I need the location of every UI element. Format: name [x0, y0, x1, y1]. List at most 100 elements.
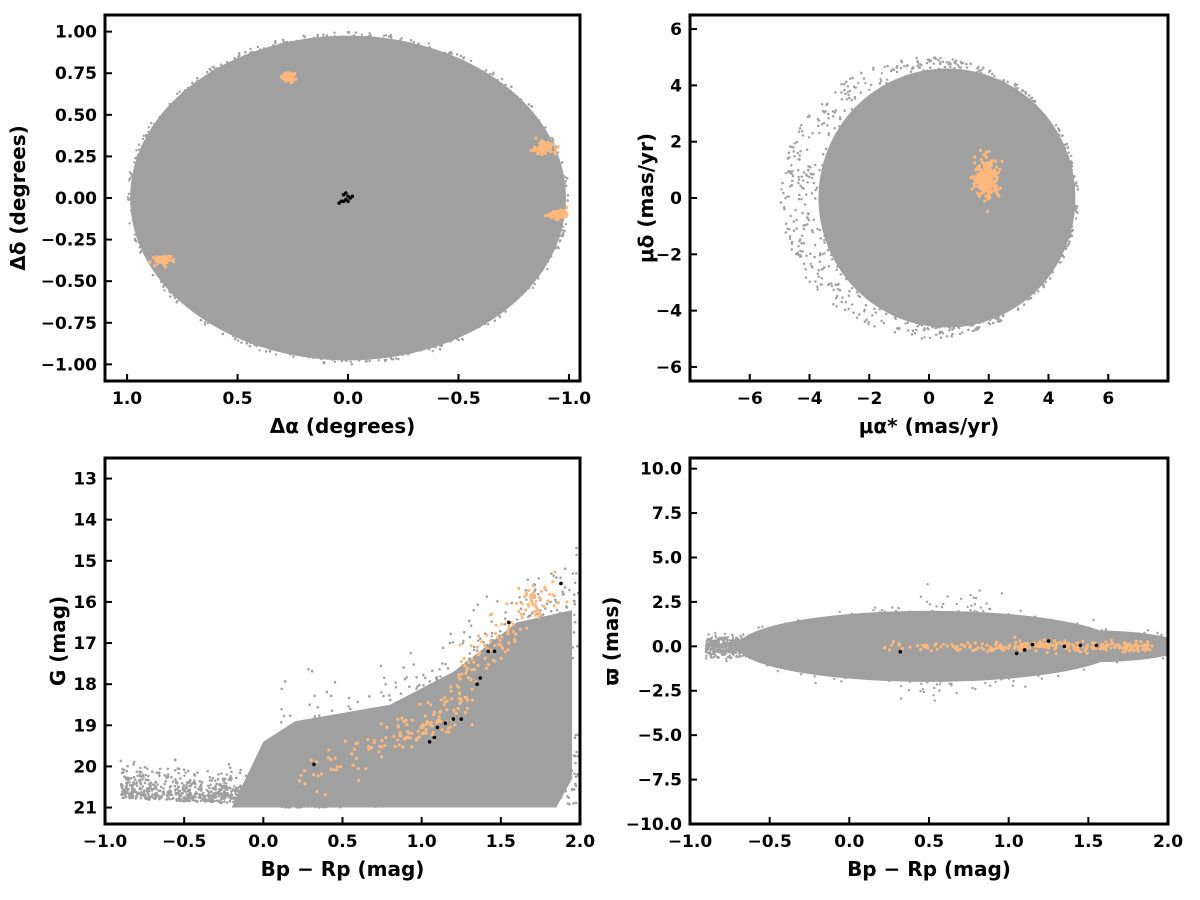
field-star-point — [469, 201, 472, 204]
field-star-point — [452, 276, 455, 279]
field-star-point — [339, 353, 342, 356]
field-star-point — [309, 323, 312, 327]
field-star-point — [297, 302, 301, 305]
field-star-point — [422, 87, 426, 90]
field-star-point — [302, 193, 305, 196]
field-star-point — [423, 205, 427, 208]
field-star-point — [286, 211, 290, 214]
field-star-point — [173, 145, 176, 149]
field-star-point — [476, 79, 479, 82]
field-star-point — [451, 264, 455, 267]
field-star-point — [554, 233, 558, 236]
field-star-point — [154, 177, 157, 181]
field-star-point — [420, 204, 424, 207]
field-star-point — [346, 40, 349, 43]
field-star-point — [534, 132, 538, 136]
field-star-point — [393, 329, 396, 332]
field-star-point — [222, 76, 225, 79]
field-star-point — [380, 44, 383, 48]
field-star-point — [279, 42, 282, 46]
field-star-point — [508, 188, 511, 191]
field-star-point — [260, 302, 263, 305]
field-star-point — [405, 199, 408, 203]
field-star-point — [407, 271, 411, 274]
field-star-point — [386, 176, 389, 179]
field-star-point — [455, 334, 458, 337]
field-star-point — [537, 277, 540, 280]
field-star-point — [446, 289, 449, 292]
field-star-point — [227, 142, 230, 145]
field-star-point — [353, 98, 356, 101]
field-star-point — [436, 252, 439, 255]
field-star-point — [424, 299, 428, 302]
field-star-point — [288, 51, 291, 54]
field-star-point — [414, 255, 417, 258]
field-star-point — [506, 238, 510, 242]
field-star-point — [442, 223, 445, 226]
field-star-point — [435, 312, 438, 316]
field-star-point — [444, 315, 448, 319]
field-star-point — [287, 206, 290, 210]
field-star-point — [320, 299, 323, 302]
field-star-point — [259, 209, 263, 212]
field-star-point — [483, 319, 487, 323]
field-star-point — [257, 276, 261, 280]
field-star-point — [238, 235, 241, 239]
field-star-point — [295, 182, 298, 185]
field-star-point — [392, 331, 395, 334]
field-star-point — [236, 297, 239, 300]
field-star-point — [302, 88, 305, 91]
field-star-point — [161, 224, 164, 227]
field-star-point — [385, 265, 388, 268]
field-star-point — [270, 288, 273, 292]
field-star-point — [400, 51, 403, 55]
field-star-point — [345, 316, 348, 319]
field-star-point — [322, 219, 325, 222]
field-star-point — [537, 118, 540, 122]
field-star-point — [249, 319, 252, 323]
field-star-point — [185, 108, 188, 111]
field-star-point — [174, 276, 177, 279]
field-star-point — [295, 226, 298, 229]
field-star-point — [501, 172, 505, 175]
field-star-point — [302, 215, 305, 218]
field-star-point — [472, 285, 476, 288]
field-star-point — [394, 310, 397, 314]
field-star-point — [435, 271, 439, 274]
field-star-point — [325, 181, 328, 184]
field-star-point — [332, 249, 335, 253]
field-star-point — [501, 283, 504, 287]
field-star-point — [147, 126, 150, 129]
field-star-point — [524, 289, 527, 292]
field-star-point — [137, 209, 140, 213]
field-star-point — [551, 249, 554, 252]
field-star-point — [365, 299, 369, 302]
field-star-point — [343, 153, 346, 157]
field-star-point — [133, 233, 136, 236]
field-star-point — [251, 214, 254, 217]
field-star-point — [346, 207, 349, 211]
field-star-point — [191, 204, 194, 207]
field-star-point — [293, 292, 296, 296]
field-star-point — [227, 304, 231, 307]
field-star-point — [207, 186, 210, 189]
field-star-point — [252, 169, 255, 172]
field-star-point — [247, 225, 251, 228]
field-star-point — [382, 321, 386, 324]
field-star-point — [486, 323, 490, 326]
field-star-point — [336, 184, 339, 188]
field-star-point — [498, 222, 502, 226]
field-star-point — [397, 259, 400, 262]
field-star-point — [382, 350, 386, 353]
field-star-point — [247, 337, 251, 340]
field-star-point — [228, 274, 231, 277]
field-star-point — [216, 254, 219, 257]
scatter-points — [126, 31, 570, 366]
field-star-point — [187, 225, 191, 228]
field-star-point — [521, 220, 524, 224]
field-star-point — [508, 232, 512, 235]
field-star-point — [149, 249, 152, 252]
field-star-point — [440, 116, 444, 119]
field-star-point — [367, 227, 370, 230]
field-star-point — [469, 190, 472, 194]
